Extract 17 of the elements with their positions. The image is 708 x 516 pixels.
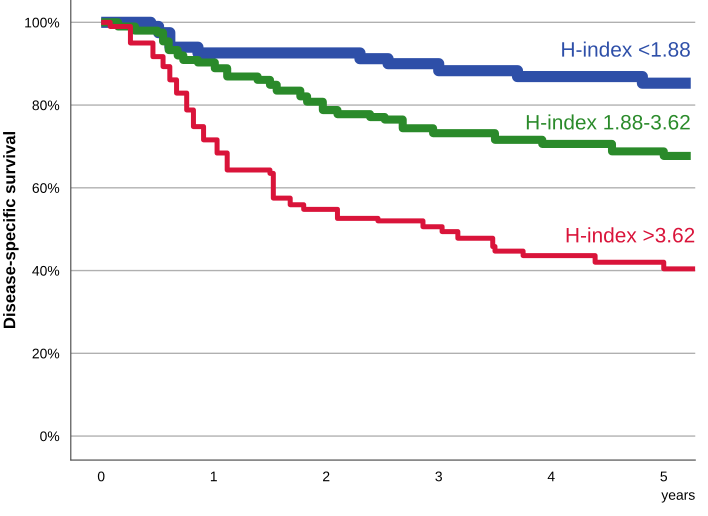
y-tick-label: 0% [40, 431, 60, 442]
y-tick-label: 60% [32, 183, 60, 193]
series-label: H-index >3.62 [566, 227, 694, 243]
x-tick-label: 0 [98, 471, 104, 482]
y-axis-title: Disease-specific survival [3, 132, 19, 328]
y-tick-label: 100% [25, 18, 60, 28]
x-tick-label: 3 [435, 471, 442, 482]
x-tick-label: 5 [660, 472, 668, 482]
x-tick-label: 2 [323, 471, 330, 482]
x-tick-label: 1 [210, 472, 217, 482]
y-tick-label: 40% [32, 266, 60, 276]
x-axis-title: years [661, 492, 695, 503]
x-tick-label: 4 [548, 472, 555, 482]
y-tick-label: 20% [32, 348, 60, 358]
series-label: H-index <1.88 [562, 42, 690, 57]
y-tick-label: 80% [32, 100, 60, 110]
series-label: H-index 1.88-3.62 [526, 114, 690, 130]
